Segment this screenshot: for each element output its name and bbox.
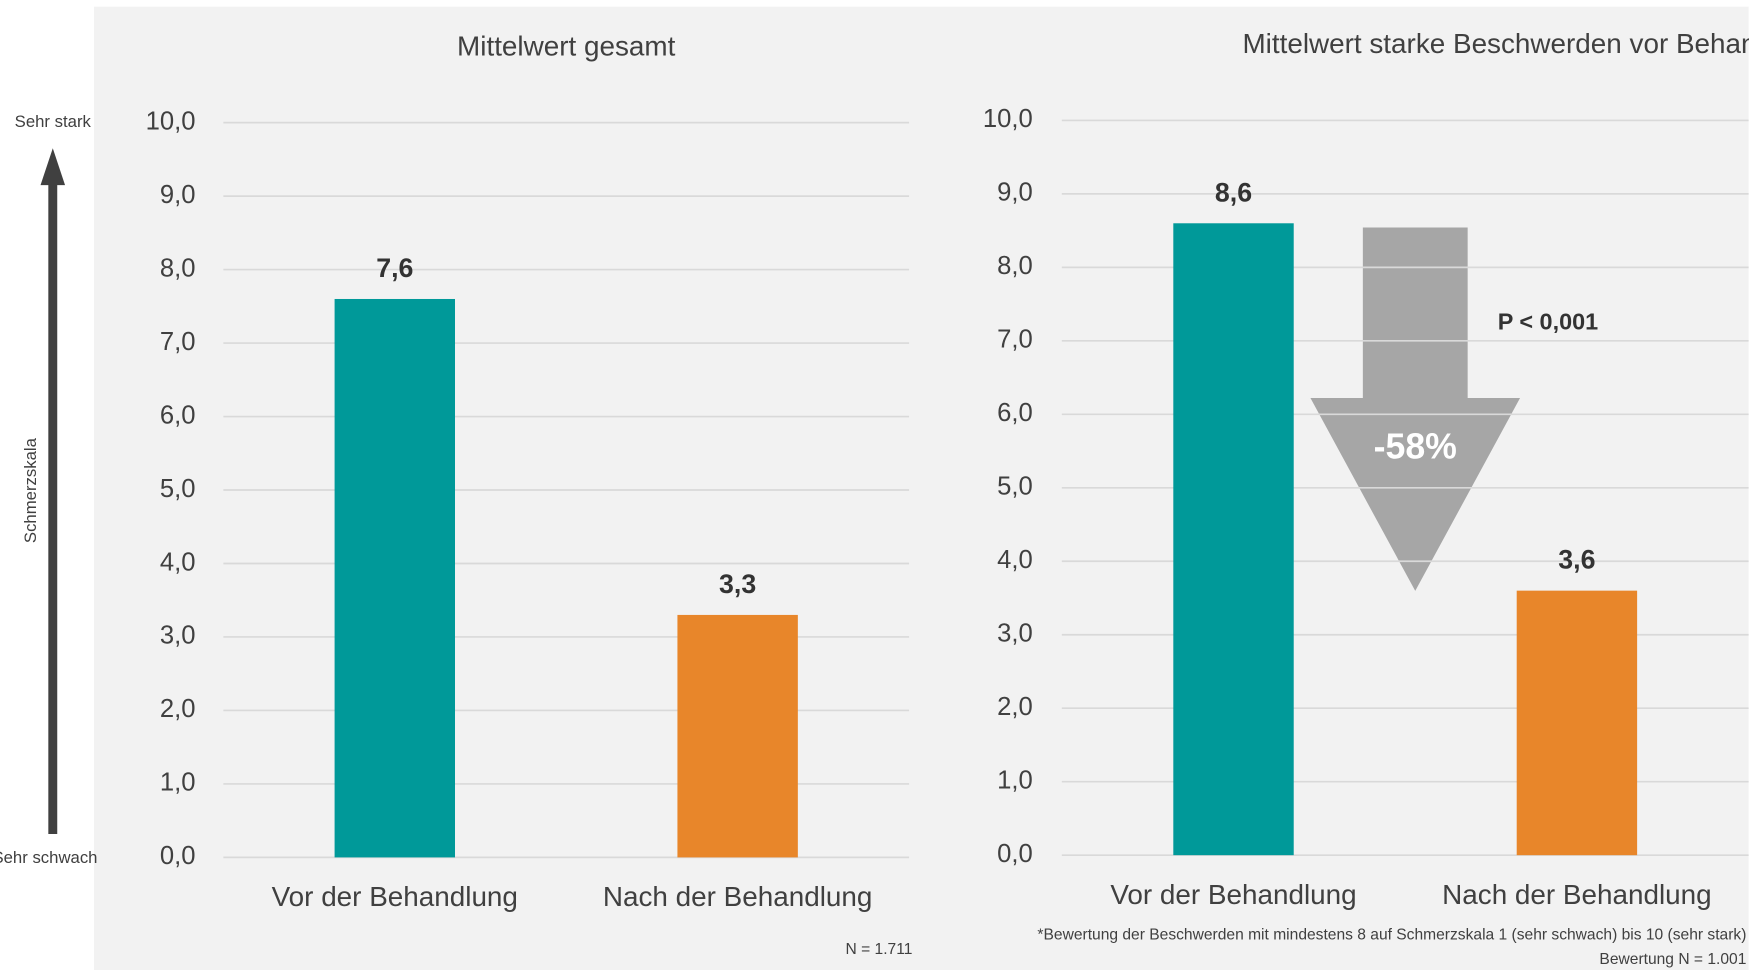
- y-tick-label: 6,0: [160, 401, 196, 429]
- value-label: 3,6: [1558, 545, 1595, 575]
- y-tick-label: 7,0: [160, 328, 196, 356]
- y-tick-label: 2,0: [997, 693, 1033, 721]
- y-tick-label: 0,0: [160, 842, 196, 870]
- x-tick-label: Nach der Behandlung: [603, 881, 873, 912]
- note: N = 1.711: [846, 941, 913, 958]
- scale-bottom: Sehr schwach: [0, 848, 97, 867]
- y-tick-label: 1,0: [160, 769, 196, 797]
- scale-label: Schmerzskala: [21, 437, 40, 543]
- y-tick-label: 5,0: [160, 475, 196, 503]
- scale-arrowhead: [40, 148, 66, 186]
- p-value: P < 0,001: [1498, 309, 1598, 335]
- y-tick-label: 0,0: [997, 840, 1033, 868]
- y-tick-label: 8,0: [997, 252, 1033, 280]
- bar: [1173, 223, 1294, 856]
- x-tick-label: Vor der Behandlung: [272, 881, 518, 912]
- value-label: 8,6: [1215, 177, 1252, 207]
- bar: [677, 614, 798, 858]
- y-tick-label: 8,0: [160, 254, 196, 282]
- y-tick-label: 7,0: [997, 326, 1033, 354]
- bar: [334, 298, 456, 858]
- x-tick-label: Vor der Behandlung: [1110, 879, 1356, 910]
- y-tick-label: 6,0: [997, 399, 1033, 427]
- chart-title: Mittelwert starke Beschwerden vor Behand…: [1242, 28, 1749, 59]
- bar: [1516, 590, 1638, 856]
- y-tick-label: 9,0: [160, 181, 196, 209]
- scale-top: Sehr stark: [15, 112, 92, 131]
- value-label: 7,6: [376, 253, 413, 283]
- y-tick-label: 4,0: [997, 546, 1033, 574]
- y-tick-label: 5,0: [997, 473, 1033, 501]
- y-tick-label: 9,0: [997, 179, 1033, 207]
- y-tick-label: 1,0: [997, 766, 1033, 794]
- y-tick-label: 10,0: [983, 105, 1033, 133]
- note: *Bewertung der Beschwerden mit mindesten…: [1037, 927, 1746, 944]
- y-tick-label: 4,0: [160, 548, 196, 576]
- value-label: 3,3: [719, 569, 756, 599]
- change-arrow: [1310, 227, 1521, 591]
- x-tick-label: Nach der Behandlung: [1442, 879, 1712, 910]
- y-tick-label: 3,0: [997, 620, 1033, 648]
- note: Bewertung N = 1.001: [1599, 951, 1746, 968]
- y-tick-label: 10,0: [146, 107, 196, 135]
- y-tick-label: 2,0: [160, 695, 196, 723]
- chart-title: Mittelwert gesamt: [457, 30, 676, 61]
- y-tick-label: 3,0: [160, 622, 196, 650]
- change-label: -58%: [1374, 427, 1457, 467]
